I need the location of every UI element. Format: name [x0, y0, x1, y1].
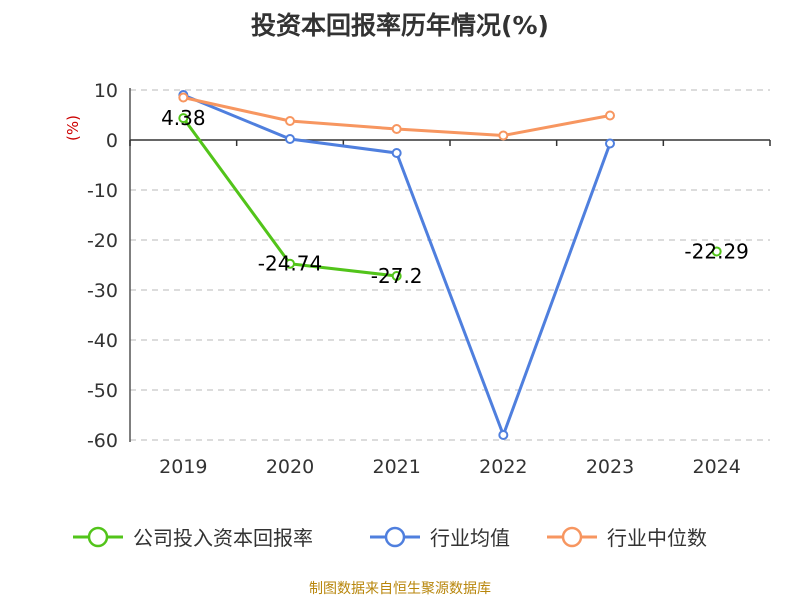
data-point[interactable] [391, 148, 402, 158]
data-point[interactable] [285, 134, 295, 144]
y-axis-unit-label: (%) [64, 115, 82, 141]
source-note: 制图数据来自恒生聚源数据库 [309, 581, 491, 597]
series-lines [178, 90, 722, 440]
legend-item-0[interactable]: 公司投入资本回报率 [73, 526, 313, 550]
y-tick-label: 10 [94, 80, 118, 102]
legend[interactable]: 公司投入资本回报率 行业均值 行业中位数 [73, 526, 707, 550]
x-tick-label: 2020 [266, 456, 314, 478]
legend-swatch-marker [384, 526, 406, 548]
series-1 [178, 90, 615, 440]
legend-item-2[interactable]: 行业中位数 [547, 526, 707, 550]
x-tick-label: 2021 [372, 456, 420, 478]
data-label: -24.74 [258, 252, 322, 276]
data-label: -22.29 [684, 239, 748, 263]
y-tick-label: -50 [87, 380, 118, 402]
x-tick-label: 2024 [692, 456, 740, 478]
legend-label: 行业均值 [430, 526, 510, 550]
data-point[interactable] [605, 110, 615, 121]
axes: 10 0 -10 -20 -30 -40 -50 -60 2019 2020 2021 2022 202… [87, 80, 771, 478]
y-tick-label: 0 [106, 130, 118, 152]
x-tick-label: 2019 [159, 456, 207, 478]
legend-label: 公司投入资本回报率 [133, 526, 313, 550]
y-tick-label: -60 [87, 430, 118, 452]
data-point[interactable] [285, 258, 295, 269]
legend-swatch-marker [561, 526, 583, 548]
series-2 [178, 92, 615, 141]
y-tick-label: -10 [87, 180, 118, 202]
data-point[interactable] [498, 130, 509, 141]
legend-swatch-marker [87, 526, 109, 548]
y-tick-label: -20 [87, 230, 118, 252]
series-0 [178, 113, 722, 281]
data-point[interactable] [178, 113, 189, 124]
data-label: 4.38 [161, 106, 206, 130]
legend-label: 行业中位数 [607, 526, 707, 550]
data-point[interactable] [285, 116, 295, 126]
x-tick-label: 2023 [586, 456, 634, 478]
data-point[interactable] [605, 138, 615, 149]
data-point[interactable] [711, 246, 722, 257]
y-tick-label: -30 [87, 280, 118, 302]
x-tick-label: 2022 [479, 456, 527, 478]
y-tick-label: -40 [87, 330, 118, 352]
data-label: -27.2 [371, 264, 423, 288]
data-labels: 4.38 -24.74 -27.2 -22.29 [161, 106, 749, 288]
data-point[interactable] [391, 271, 402, 281]
legend-item-1[interactable]: 行业均值 [370, 526, 510, 550]
chart-title: 投资本回报率历年情况(%) [251, 11, 549, 40]
data-point[interactable] [178, 92, 189, 103]
data-point[interactable] [498, 430, 509, 440]
data-point[interactable] [391, 124, 402, 134]
